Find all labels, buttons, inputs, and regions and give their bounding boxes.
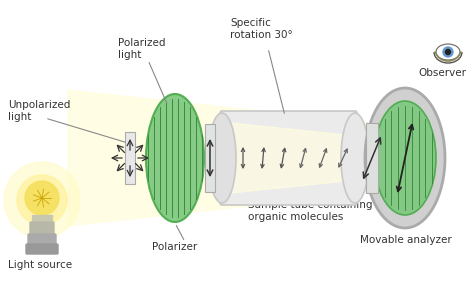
Text: Specific
rotation 30°: Specific rotation 30° bbox=[230, 18, 293, 40]
Bar bbox=[125, 132, 135, 184]
FancyBboxPatch shape bbox=[30, 222, 54, 236]
Bar bbox=[32, 215, 52, 223]
Circle shape bbox=[443, 47, 453, 57]
Text: Polarized
light: Polarized light bbox=[118, 38, 165, 60]
Ellipse shape bbox=[146, 94, 204, 222]
FancyBboxPatch shape bbox=[28, 234, 56, 246]
Ellipse shape bbox=[374, 101, 436, 215]
Text: Light source: Light source bbox=[8, 260, 72, 270]
Polygon shape bbox=[68, 90, 430, 226]
Circle shape bbox=[4, 162, 80, 238]
Ellipse shape bbox=[341, 113, 369, 203]
Bar bbox=[366, 123, 378, 193]
Bar bbox=[205, 124, 215, 192]
Ellipse shape bbox=[436, 44, 460, 60]
Bar bbox=[222, 113, 355, 203]
Circle shape bbox=[25, 181, 59, 215]
Circle shape bbox=[446, 49, 450, 55]
Text: Movable analyzer: Movable analyzer bbox=[360, 235, 452, 245]
Text: Observer: Observer bbox=[418, 68, 466, 78]
Ellipse shape bbox=[365, 88, 445, 228]
FancyBboxPatch shape bbox=[220, 111, 357, 205]
Text: Unpolarized
light: Unpolarized light bbox=[8, 100, 70, 122]
Ellipse shape bbox=[208, 113, 236, 203]
Polygon shape bbox=[222, 122, 355, 194]
Circle shape bbox=[17, 175, 67, 225]
Text: Sample tube containing
organic molecules: Sample tube containing organic molecules bbox=[248, 200, 373, 222]
Text: Polarizer: Polarizer bbox=[152, 242, 197, 252]
FancyBboxPatch shape bbox=[26, 244, 58, 254]
